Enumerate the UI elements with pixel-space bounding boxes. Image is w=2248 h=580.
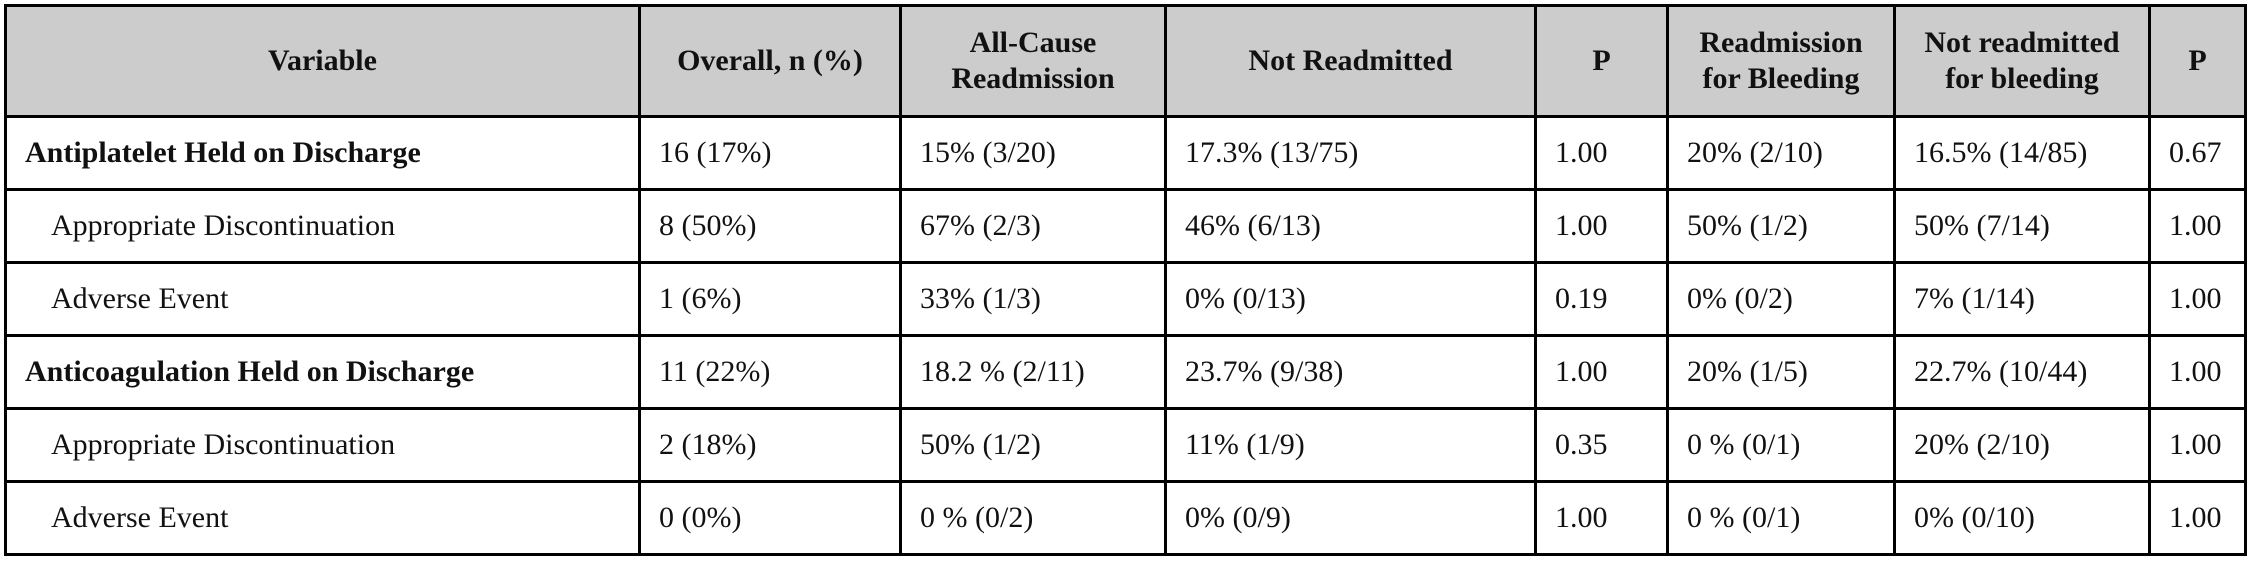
table-cell: 16.5% (14/85) bbox=[1893, 115, 2151, 191]
header-cell: Overall, n (%) bbox=[638, 4, 902, 118]
table-cell: 1.00 bbox=[1534, 334, 1669, 410]
table-cell: 0.67 bbox=[2148, 115, 2247, 191]
table-cell: 20% (1/5) bbox=[1666, 334, 1896, 410]
table-cell: 11% (1/9) bbox=[1164, 407, 1537, 483]
header-cell: P bbox=[2148, 4, 2247, 118]
table-row: Antiplatelet Held on Discharge 16 (17%) 15… bbox=[4, 115, 2247, 191]
table-cell: 1.00 bbox=[1534, 115, 1669, 191]
table-cell: 1.00 bbox=[2148, 188, 2247, 264]
table-cell: 11 (22%) bbox=[638, 334, 902, 410]
table-cell: 17.3% (13/75) bbox=[1164, 115, 1537, 191]
header-cell: P bbox=[1534, 4, 1669, 118]
header-cell: All-Cause Readmission bbox=[899, 4, 1167, 118]
table-cell: 1 (6%) bbox=[638, 261, 902, 337]
table-cell: 22.7% (10/44) bbox=[1893, 334, 2151, 410]
table-row: Appropriate Discontinuation 8 (50%) 67% (2… bbox=[4, 188, 2247, 264]
table-cell: 50% (1/2) bbox=[899, 407, 1167, 483]
table-cell: 8 (50%) bbox=[638, 188, 902, 264]
table-cell: Adverse Event bbox=[4, 480, 641, 556]
table-cell: 2 (18%) bbox=[638, 407, 902, 483]
table-cell: 1.00 bbox=[2148, 334, 2247, 410]
table-cell: 20% (2/10) bbox=[1893, 407, 2151, 483]
table-cell: Adverse Event bbox=[4, 261, 641, 337]
header-cell: Not readmitted for bleeding bbox=[1893, 4, 2151, 118]
table-cell: 33% (1/3) bbox=[899, 261, 1167, 337]
table-body: Antiplatelet Held on Discharge 16 (17%) 15… bbox=[4, 115, 2247, 556]
table-row: Appropriate Discontinuation 2 (18%) 50% (1… bbox=[4, 407, 2247, 483]
table-cell: 1.00 bbox=[2148, 261, 2247, 337]
table-cell: 0% (0/2) bbox=[1666, 261, 1896, 337]
table-cell: 20% (2/10) bbox=[1666, 115, 1896, 191]
table-row: Anticoagulation Held on Discharge 11 (22%… bbox=[4, 334, 2247, 410]
table-cell: 1.00 bbox=[2148, 480, 2247, 556]
table-cell: 7% (1/14) bbox=[1893, 261, 2151, 337]
table-cell: Antiplatelet Held on Discharge bbox=[4, 115, 641, 191]
table-cell: 0 % (0/1) bbox=[1666, 407, 1896, 483]
table-cell: 0 % (0/2) bbox=[899, 480, 1167, 556]
table-cell: 0% (0/10) bbox=[1893, 480, 2151, 556]
table-cell: 0% (0/9) bbox=[1164, 480, 1537, 556]
table-cell: 50% (7/14) bbox=[1893, 188, 2151, 264]
table-cell: 15% (3/20) bbox=[899, 115, 1167, 191]
table-row: Adverse Event 1 (6%) 33% (1/3) 0% (0/13) 0.1… bbox=[4, 261, 2247, 337]
table-cell: 67% (2/3) bbox=[899, 188, 1167, 264]
table-cell: Appropriate Discontinuation bbox=[4, 407, 641, 483]
table-cell: Anticoagulation Held on Discharge bbox=[4, 334, 641, 410]
header-row: Variable Overall, n (%) All-Cause Readmiss… bbox=[4, 4, 2247, 118]
header-cell: Not Readmitted bbox=[1164, 4, 1537, 118]
table-cell: Appropriate Discontinuation bbox=[4, 188, 641, 264]
table-cell: 0 % (0/1) bbox=[1666, 480, 1896, 556]
table-cell: 23.7% (9/38) bbox=[1164, 334, 1537, 410]
table-cell: 0% (0/13) bbox=[1164, 261, 1537, 337]
table-cell: 1.00 bbox=[1534, 480, 1669, 556]
table-cell: 0.19 bbox=[1534, 261, 1669, 337]
table-cell: 0.35 bbox=[1534, 407, 1669, 483]
table-cell: 18.2 % (2/11) bbox=[899, 334, 1167, 410]
table-cell: 50% (1/2) bbox=[1666, 188, 1896, 264]
header-cell: Readmission for Bleeding bbox=[1666, 4, 1896, 118]
table-cell: 1.00 bbox=[1534, 188, 1669, 264]
table-cell: 46% (6/13) bbox=[1164, 188, 1537, 264]
table-cell: 16 (17%) bbox=[638, 115, 902, 191]
table-row: Adverse Event 0 (0%) 0 % (0/2) 0% (0/9) 1.00… bbox=[4, 480, 2247, 556]
table-cell: 0 (0%) bbox=[638, 480, 902, 556]
data-table: Variable Overall, n (%) All-Cause Readmiss… bbox=[4, 4, 2247, 556]
header-cell: Variable bbox=[4, 4, 641, 118]
table-cell: 1.00 bbox=[2148, 407, 2247, 483]
